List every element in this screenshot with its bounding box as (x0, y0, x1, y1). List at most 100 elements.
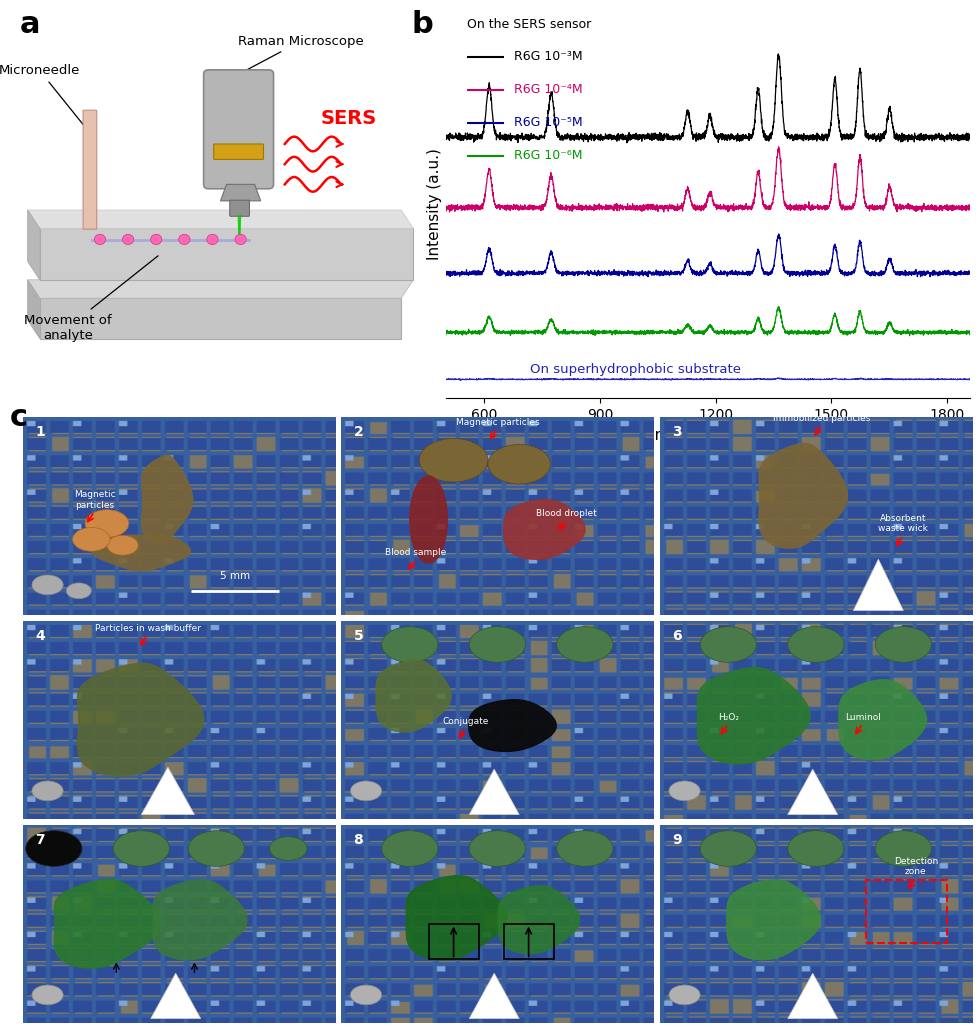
Text: c: c (10, 403, 27, 432)
Circle shape (419, 438, 488, 482)
Text: Immobilized particles: Immobilized particles (773, 414, 871, 423)
Circle shape (700, 627, 757, 663)
Text: 6: 6 (672, 629, 682, 643)
Text: Raman Microscope: Raman Microscope (238, 35, 364, 73)
Circle shape (114, 830, 170, 866)
Polygon shape (141, 767, 194, 815)
Text: Conjugate: Conjugate (443, 717, 489, 726)
Polygon shape (54, 879, 162, 968)
Text: a: a (20, 10, 40, 39)
Y-axis label: Intensity (a.u.): Intensity (a.u.) (426, 148, 442, 261)
Polygon shape (498, 886, 579, 953)
Text: 5 mm: 5 mm (220, 571, 250, 581)
Polygon shape (788, 769, 838, 815)
Circle shape (32, 985, 63, 1005)
Circle shape (788, 627, 844, 663)
Text: 8: 8 (354, 832, 364, 847)
FancyBboxPatch shape (204, 70, 273, 189)
Polygon shape (27, 210, 39, 280)
FancyBboxPatch shape (214, 144, 264, 159)
Text: On the SERS sensor: On the SERS sensor (466, 19, 591, 31)
Polygon shape (469, 973, 519, 1018)
Polygon shape (27, 280, 414, 298)
Circle shape (32, 781, 63, 800)
Polygon shape (727, 880, 820, 960)
Text: b: b (412, 10, 433, 39)
Circle shape (25, 830, 82, 866)
Polygon shape (469, 769, 519, 815)
Polygon shape (39, 298, 402, 338)
Polygon shape (77, 663, 204, 777)
Circle shape (381, 627, 438, 663)
Text: On superhydrophobic substrate: On superhydrophobic substrate (530, 363, 741, 376)
Polygon shape (839, 679, 926, 760)
Circle shape (381, 830, 438, 866)
Circle shape (67, 583, 91, 599)
Circle shape (700, 830, 757, 866)
Circle shape (557, 627, 613, 663)
Circle shape (73, 527, 110, 551)
Circle shape (235, 235, 246, 245)
Text: Particles in wash buffer: Particles in wash buffer (95, 624, 201, 633)
Circle shape (488, 445, 551, 484)
Polygon shape (504, 499, 585, 559)
Text: 7: 7 (35, 832, 45, 847)
Circle shape (788, 830, 844, 866)
Text: 4: 4 (35, 629, 45, 643)
Text: Blood sample: Blood sample (385, 548, 447, 557)
Text: R6G 10⁻⁵M: R6G 10⁻⁵M (514, 116, 583, 129)
Polygon shape (698, 668, 810, 764)
Polygon shape (759, 444, 848, 548)
Polygon shape (468, 700, 557, 752)
Circle shape (875, 830, 932, 866)
Circle shape (669, 781, 700, 800)
Text: R6G 10⁻⁴M: R6G 10⁻⁴M (514, 84, 583, 96)
Text: 2: 2 (354, 425, 364, 438)
Circle shape (122, 235, 133, 245)
Circle shape (107, 536, 138, 555)
Text: SERS: SERS (321, 109, 377, 128)
Polygon shape (410, 476, 447, 564)
Bar (504, 923, 554, 960)
Text: Detection
zone: Detection zone (894, 857, 938, 876)
Polygon shape (92, 536, 190, 571)
Text: Magnetic
particles: Magnetic particles (74, 490, 116, 510)
Circle shape (32, 575, 63, 595)
X-axis label: Raman shift (cm⁻¹): Raman shift (cm⁻¹) (635, 427, 781, 443)
FancyBboxPatch shape (83, 111, 97, 230)
Circle shape (85, 510, 128, 538)
Bar (866, 880, 947, 943)
Circle shape (469, 830, 525, 866)
Circle shape (351, 781, 381, 800)
Polygon shape (39, 229, 414, 280)
Text: H₂O₂: H₂O₂ (717, 712, 739, 722)
Text: 5: 5 (354, 629, 364, 643)
Circle shape (557, 830, 613, 866)
Polygon shape (788, 973, 838, 1018)
Polygon shape (407, 876, 507, 960)
Text: Blood droplet: Blood droplet (536, 509, 597, 518)
Polygon shape (151, 973, 201, 1018)
Text: Magnetic particles: Magnetic particles (456, 418, 539, 427)
Text: Absorbent
waste wick: Absorbent waste wick (878, 514, 928, 534)
Text: 1: 1 (35, 425, 45, 438)
FancyBboxPatch shape (229, 201, 250, 216)
Text: Microneedle: Microneedle (0, 64, 88, 131)
Circle shape (188, 830, 244, 866)
Polygon shape (141, 455, 193, 544)
Polygon shape (27, 280, 39, 338)
Circle shape (669, 985, 700, 1005)
Polygon shape (153, 880, 247, 960)
Circle shape (207, 235, 219, 245)
Bar (428, 923, 478, 960)
Polygon shape (27, 210, 414, 229)
Polygon shape (854, 559, 904, 611)
Text: Luminol: Luminol (845, 712, 881, 722)
Text: R6G 10⁻⁶M: R6G 10⁻⁶M (514, 149, 582, 162)
Text: 3: 3 (672, 425, 682, 438)
Circle shape (94, 235, 106, 245)
Circle shape (469, 627, 525, 663)
Circle shape (178, 235, 190, 245)
Polygon shape (220, 184, 261, 201)
Text: Movement of
analyte: Movement of analyte (24, 255, 158, 341)
